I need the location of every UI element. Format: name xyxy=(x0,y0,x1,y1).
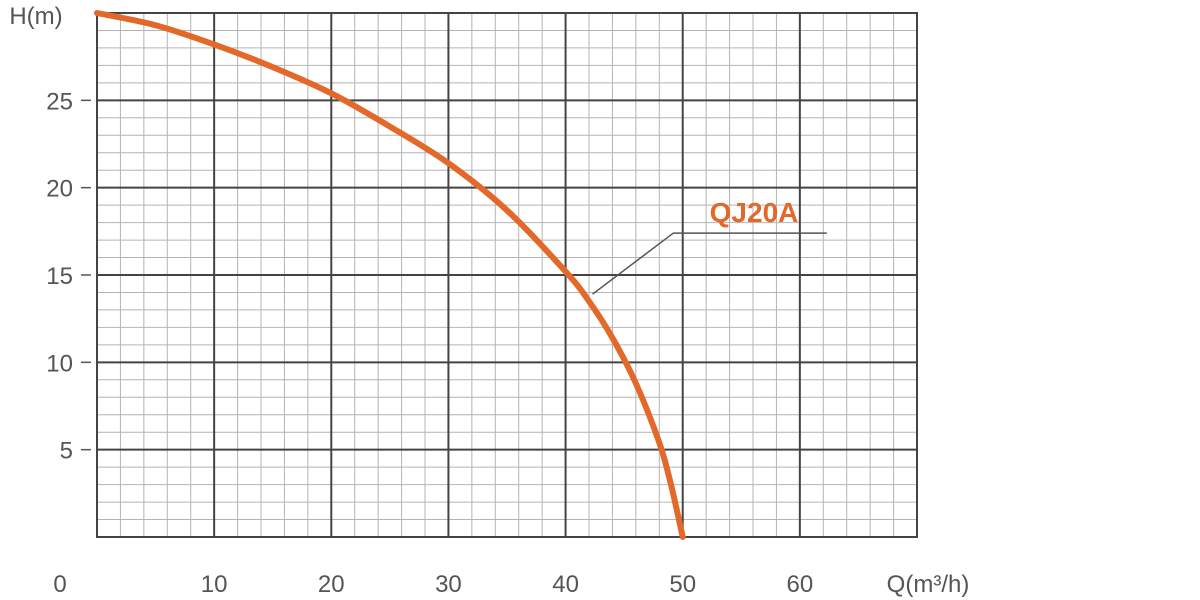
x-tick-label: 40 xyxy=(552,571,579,598)
annotation-leader-line xyxy=(592,232,827,295)
major-grid xyxy=(96,12,918,538)
x-tick-label: 60 xyxy=(787,571,814,598)
x-tick-label: 30 xyxy=(435,571,462,598)
origin-label: 0 xyxy=(53,571,66,598)
x-axis-label: Q(m³/h) xyxy=(887,571,970,598)
series-line-qj20a xyxy=(94,10,686,540)
x-tick-label: 50 xyxy=(669,571,696,598)
series-annotation-label: QJ20A xyxy=(710,197,799,228)
tick-labels: 5 10 15 20 25 10 20 30 40 50 60 xyxy=(46,88,813,598)
x-tick-label: 10 xyxy=(201,571,228,598)
plot-frame xyxy=(96,12,918,538)
series-layer xyxy=(94,10,686,540)
y-tick-label: 20 xyxy=(46,176,73,203)
x-tick-label: 20 xyxy=(318,571,345,598)
y-tick-label: 5 xyxy=(60,438,73,465)
y-axis-label: H(m) xyxy=(9,3,62,30)
y-tick-label: 25 xyxy=(46,88,73,115)
y-tick-label: 10 xyxy=(46,350,73,377)
y-tick-label: 15 xyxy=(46,263,73,290)
annotation-leader xyxy=(592,232,827,295)
tick-marks xyxy=(81,99,91,451)
